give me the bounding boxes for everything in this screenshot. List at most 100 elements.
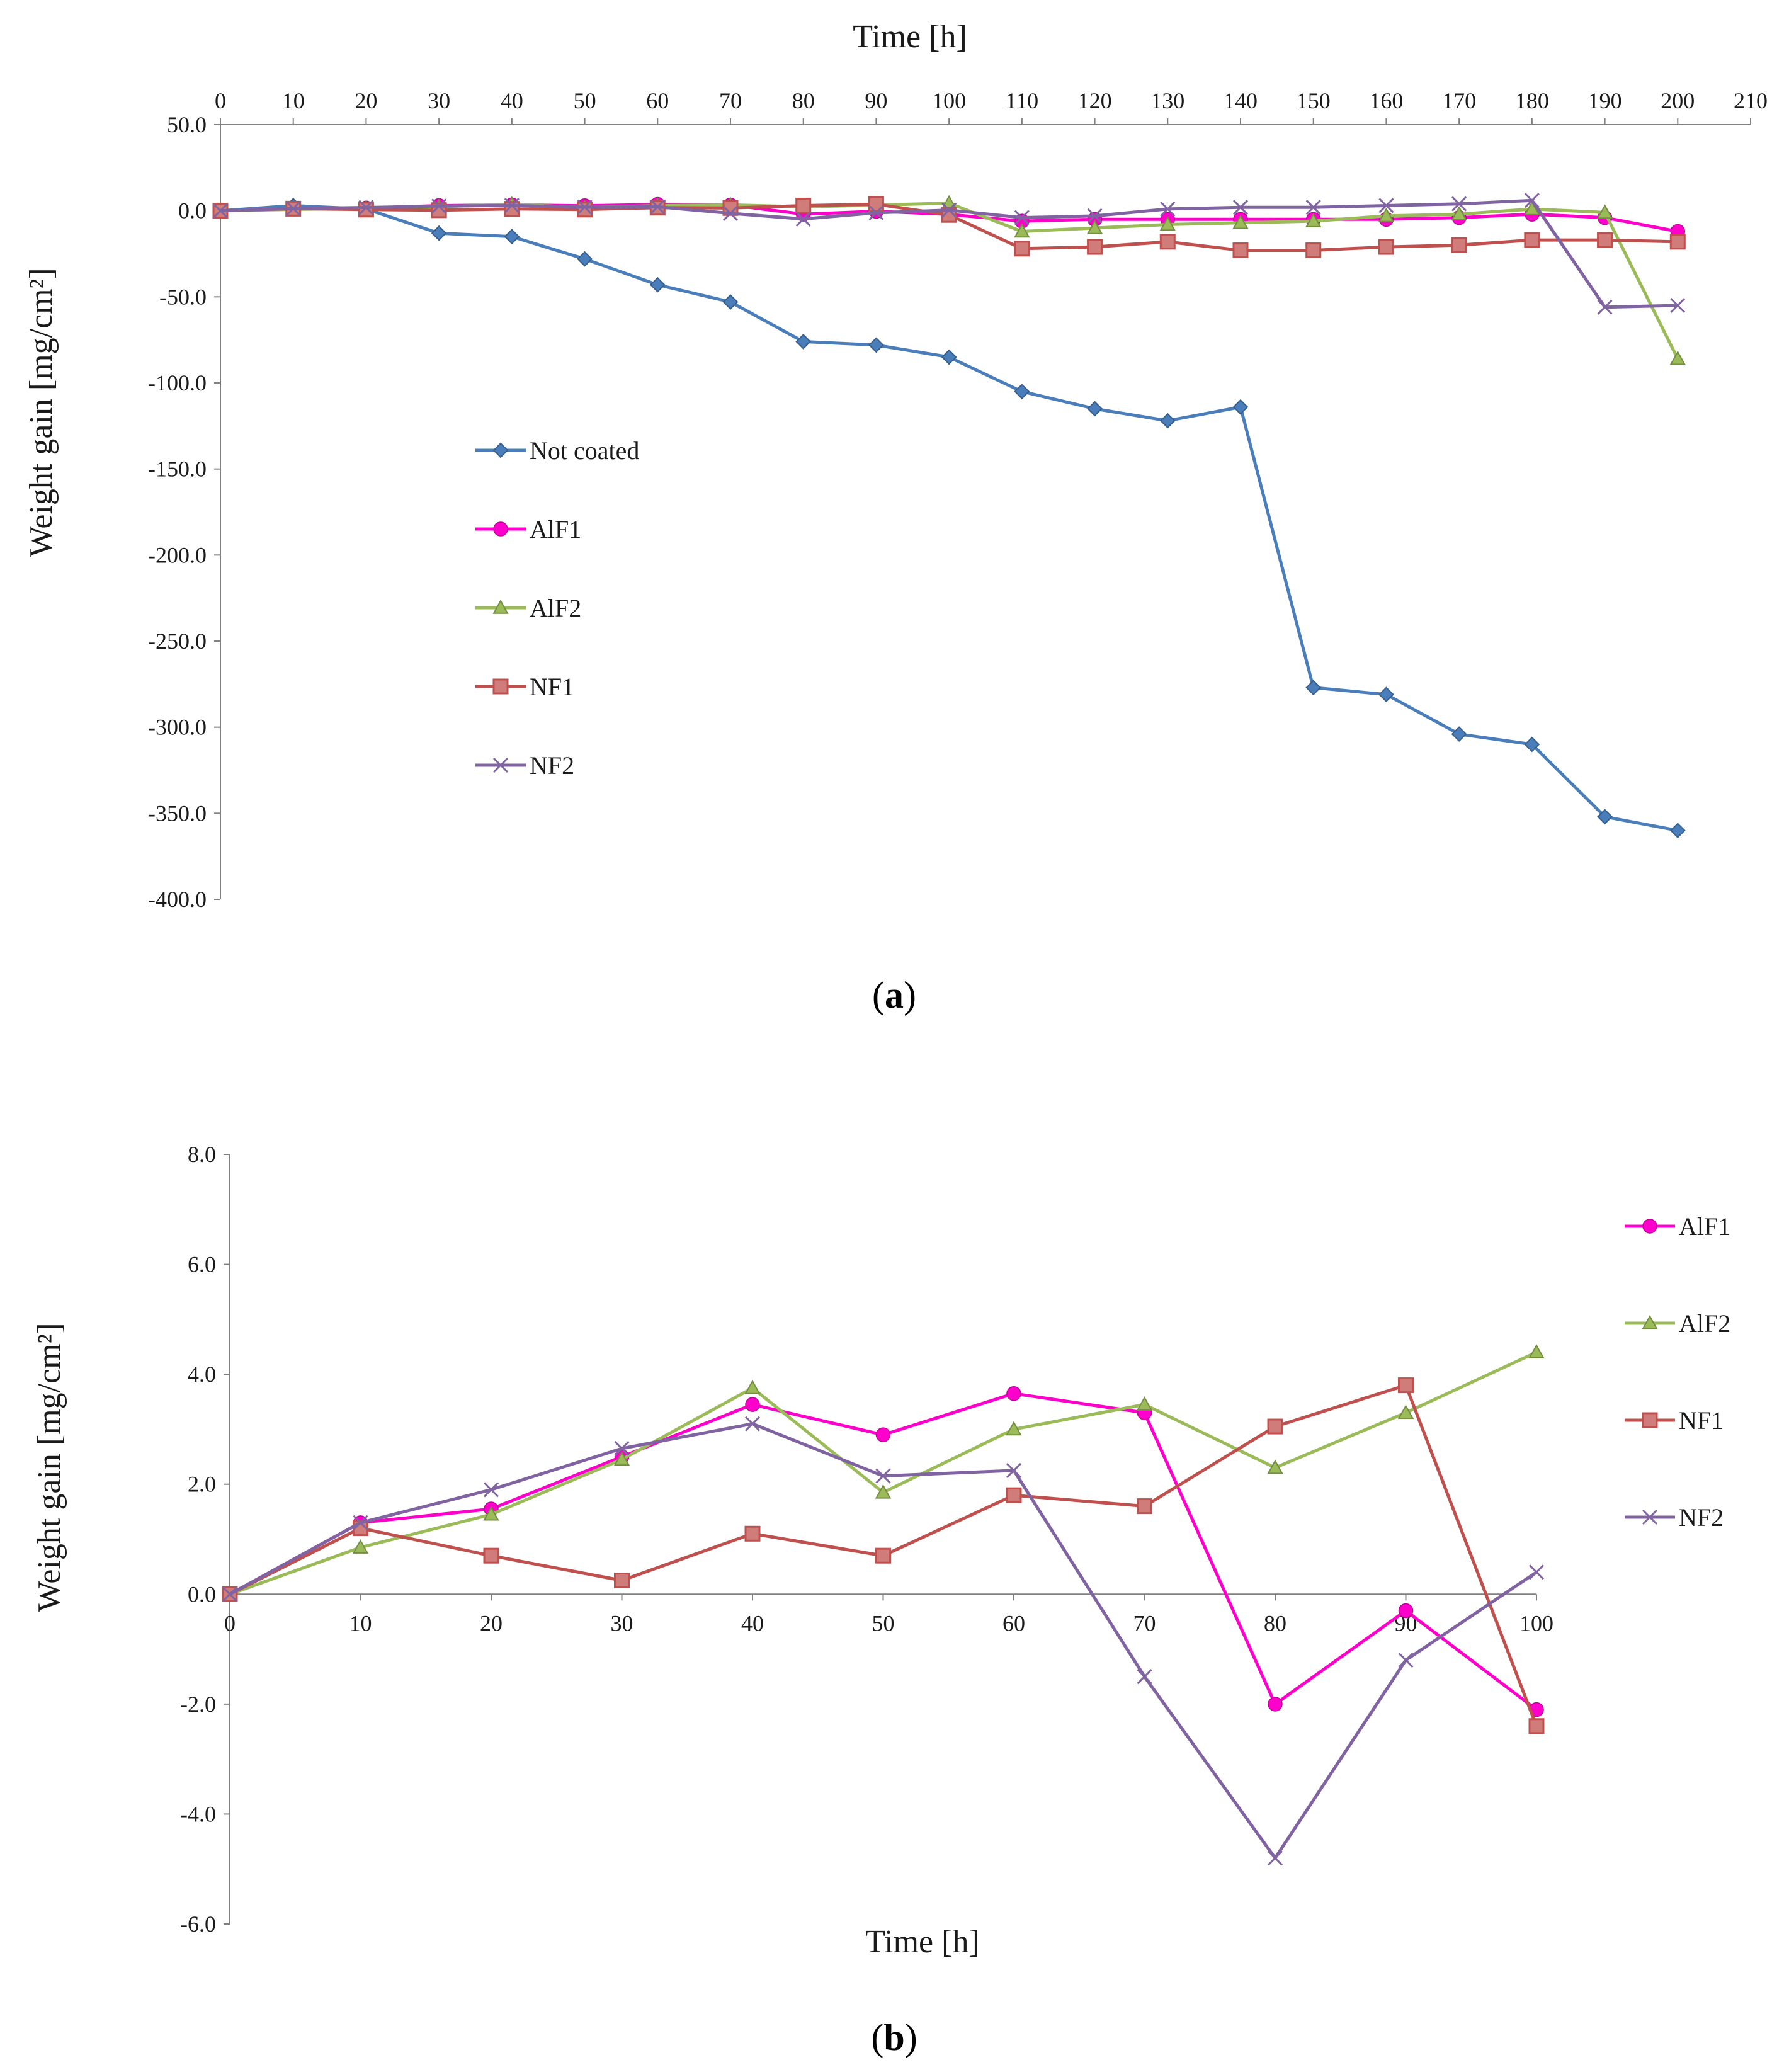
a-point-not-coated	[1597, 809, 1613, 825]
chart-a-x-ticks: 0 10 20 30 40 50 60 70 80 90 100 110 120 130 140 150 160…	[215, 88, 1768, 125]
b-point-alf2	[1397, 1404, 1414, 1420]
a-x-tick-label: 30	[428, 88, 450, 113]
chart-b-x-ticks: 0 10 20 30 40 50 60 70 80 90 100	[224, 1594, 1553, 1636]
b-point-nf1	[744, 1525, 761, 1542]
a-point-nf1	[1378, 239, 1394, 255]
a-x-tick-label: 10	[282, 88, 305, 113]
a-x-tick-label: 60	[646, 88, 669, 113]
a-point-nf2	[431, 198, 447, 214]
a-y-tick-label: -100.0	[148, 370, 207, 396]
b-point-nf2	[1398, 1652, 1414, 1668]
a-y-tick-label: -400.0	[148, 887, 207, 912]
a-y-tick-label: -200.0	[148, 542, 207, 567]
b-point-alf1	[875, 1427, 891, 1442]
a-y-tick-label: -300.0	[148, 715, 207, 740]
b-point-alf2	[613, 1451, 630, 1466]
a-y-tick-label: -150.0	[148, 457, 207, 482]
chart-a-ylabel-text: Weight gain [mg/cm²]	[23, 268, 59, 557]
a-point-nf2	[1160, 201, 1176, 217]
b-point-nf2	[1137, 1669, 1152, 1685]
a-x-tick-label: 160	[1369, 88, 1403, 113]
chart-b-ylabel: Weight gain [mg/cm²]	[31, 1323, 67, 1612]
a-x-tick-label: 170	[1442, 88, 1476, 113]
b-y-tick-label: -4.0	[180, 1801, 216, 1826]
a-x-tick-label: 150	[1297, 88, 1331, 113]
a-x-tick-label: 80	[792, 88, 815, 113]
b-point-alf1	[1268, 1697, 1283, 1712]
a-point-alf2	[1232, 214, 1249, 229]
a-point-not-coated	[1232, 399, 1249, 415]
a-point-nf2	[941, 202, 957, 218]
a-point-not-coated	[1669, 823, 1686, 839]
a-point-nf2	[1597, 299, 1613, 315]
b-point-alf2	[352, 1539, 369, 1554]
a-point-nf1	[795, 197, 812, 213]
a-legend-item-not-coated: Not coated	[475, 436, 639, 465]
b-point-nf1	[1398, 1377, 1414, 1394]
a-legend-item-nf1: NF1	[475, 673, 574, 701]
a-point-not-coated	[1159, 413, 1176, 429]
chart-b-panel-suffix: )	[905, 2017, 917, 2058]
a-point-nf2	[1014, 210, 1030, 225]
a-legend-swatch-marker	[492, 678, 509, 695]
b-x-tick-label: 0	[224, 1610, 236, 1636]
a-point-nf1	[1524, 232, 1540, 248]
a-legend-label: NF1	[530, 673, 574, 701]
a-point-nf1	[1669, 234, 1686, 250]
chart-b-panel-label: (b)	[871, 2017, 917, 2058]
b-y-tick-label: -2.0	[180, 1692, 216, 1717]
chart-a-panel-suffix: )	[904, 974, 916, 1016]
b-legend-item-nf1: NF1	[1625, 1406, 1724, 1435]
b-point-nf1	[614, 1572, 630, 1588]
b-point-alf2	[744, 1379, 761, 1394]
b-x-tick-label: 40	[741, 1610, 764, 1636]
a-legend-label: AlF1	[530, 515, 581, 544]
chart-b-panel-letter: b	[883, 2017, 904, 2058]
a-point-alf2	[1669, 350, 1686, 365]
b-point-alf1	[1006, 1386, 1021, 1401]
b-point-nf1	[1267, 1418, 1283, 1435]
b-x-tick-label: 80	[1264, 1610, 1286, 1636]
chart-a-panel-label: (a)	[872, 974, 916, 1016]
a-legend-label: Not coated	[530, 436, 639, 465]
a-legend-item-alf2: AlF2	[475, 594, 581, 622]
a-x-tick-label: 0	[215, 88, 226, 113]
a-point-not-coated	[1087, 401, 1103, 417]
b-point-alf1	[1398, 1603, 1414, 1619]
a-x-tick-label: 180	[1515, 88, 1549, 113]
b-y-tick-label: 2.0	[188, 1472, 216, 1497]
a-point-not-coated	[1014, 384, 1030, 400]
b-legend-item-nf2: NF2	[1625, 1503, 1724, 1532]
b-series-nf2	[222, 1416, 1545, 1866]
a-legend-label: AlF2	[530, 594, 581, 622]
b-legend-label: AlF2	[1679, 1309, 1730, 1338]
a-point-nf2	[1087, 208, 1103, 224]
a-y-tick-label: 50.0	[167, 112, 207, 137]
a-point-alf2	[1014, 223, 1030, 238]
b-point-alf1	[745, 1397, 760, 1412]
a-point-alf2	[1524, 200, 1540, 215]
b-legend-label: NF2	[1679, 1503, 1724, 1532]
chart-b-panel-prefix: (	[871, 2017, 883, 2058]
chart-a-axes	[220, 124, 1751, 899]
a-point-nf2	[212, 203, 229, 219]
chart-a-panel-prefix: (	[872, 974, 885, 1016]
chart-b-y-ticks: 8.0 6.0 4.0 2.0 0.0 -2.0 -4.0 -6.0	[180, 1142, 230, 1937]
a-point-nf1	[1597, 232, 1613, 248]
chart-b-axes	[229, 1154, 1536, 1924]
a-point-alf2	[1451, 206, 1467, 220]
b-point-nf2	[222, 1586, 238, 1602]
a-point-alf2	[1596, 204, 1613, 219]
b-y-tick-label: 0.0	[188, 1581, 216, 1607]
a-series-not-coated	[212, 198, 1686, 839]
a-x-tick-label: 190	[1588, 88, 1622, 113]
chart-b-legend: AlF1 AlF2 NF1 NF2	[1625, 1212, 1730, 1532]
b-legend-item-alf2: AlF2	[1625, 1309, 1730, 1338]
a-y-tick-label: -250.0	[148, 629, 207, 654]
a-point-nf2	[1232, 200, 1249, 215]
a-point-not-coated	[649, 276, 666, 293]
b-y-tick-label: 8.0	[188, 1142, 216, 1167]
b-point-alf2	[1267, 1459, 1283, 1474]
a-point-nf1	[1087, 239, 1103, 255]
